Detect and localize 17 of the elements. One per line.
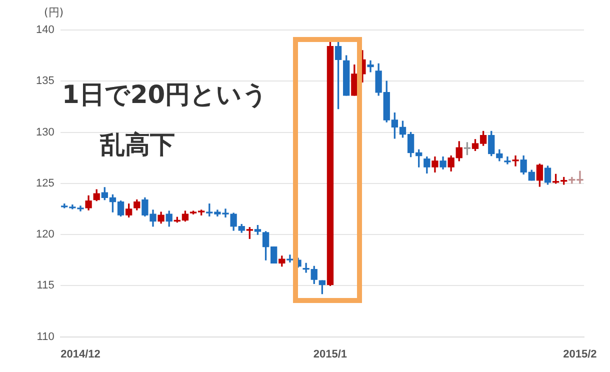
y-tick-label: 110 <box>36 330 54 343</box>
y-tick-label: 130 <box>36 126 54 138</box>
candlestick <box>504 156 511 164</box>
y-tick-label: 120 <box>36 228 54 241</box>
x-tick-label: 2014/12 <box>60 348 100 360</box>
candlestick <box>367 60 374 72</box>
y-axis-title: (円) <box>44 6 64 19</box>
y-tick-label: 135 <box>36 75 54 88</box>
candlestick <box>286 254 294 262</box>
y-tick-label: 115 <box>36 280 54 292</box>
y-tick-label: 140 <box>36 24 54 36</box>
annotation: 1日で20円という <box>62 79 268 111</box>
annotation: 乱高下 <box>100 129 175 161</box>
x-tick-label: 2015/1 <box>313 348 348 360</box>
x-tick-label: 2015/2 <box>563 348 597 360</box>
candlestick <box>512 155 519 166</box>
y-tick-label: 125 <box>36 177 54 190</box>
